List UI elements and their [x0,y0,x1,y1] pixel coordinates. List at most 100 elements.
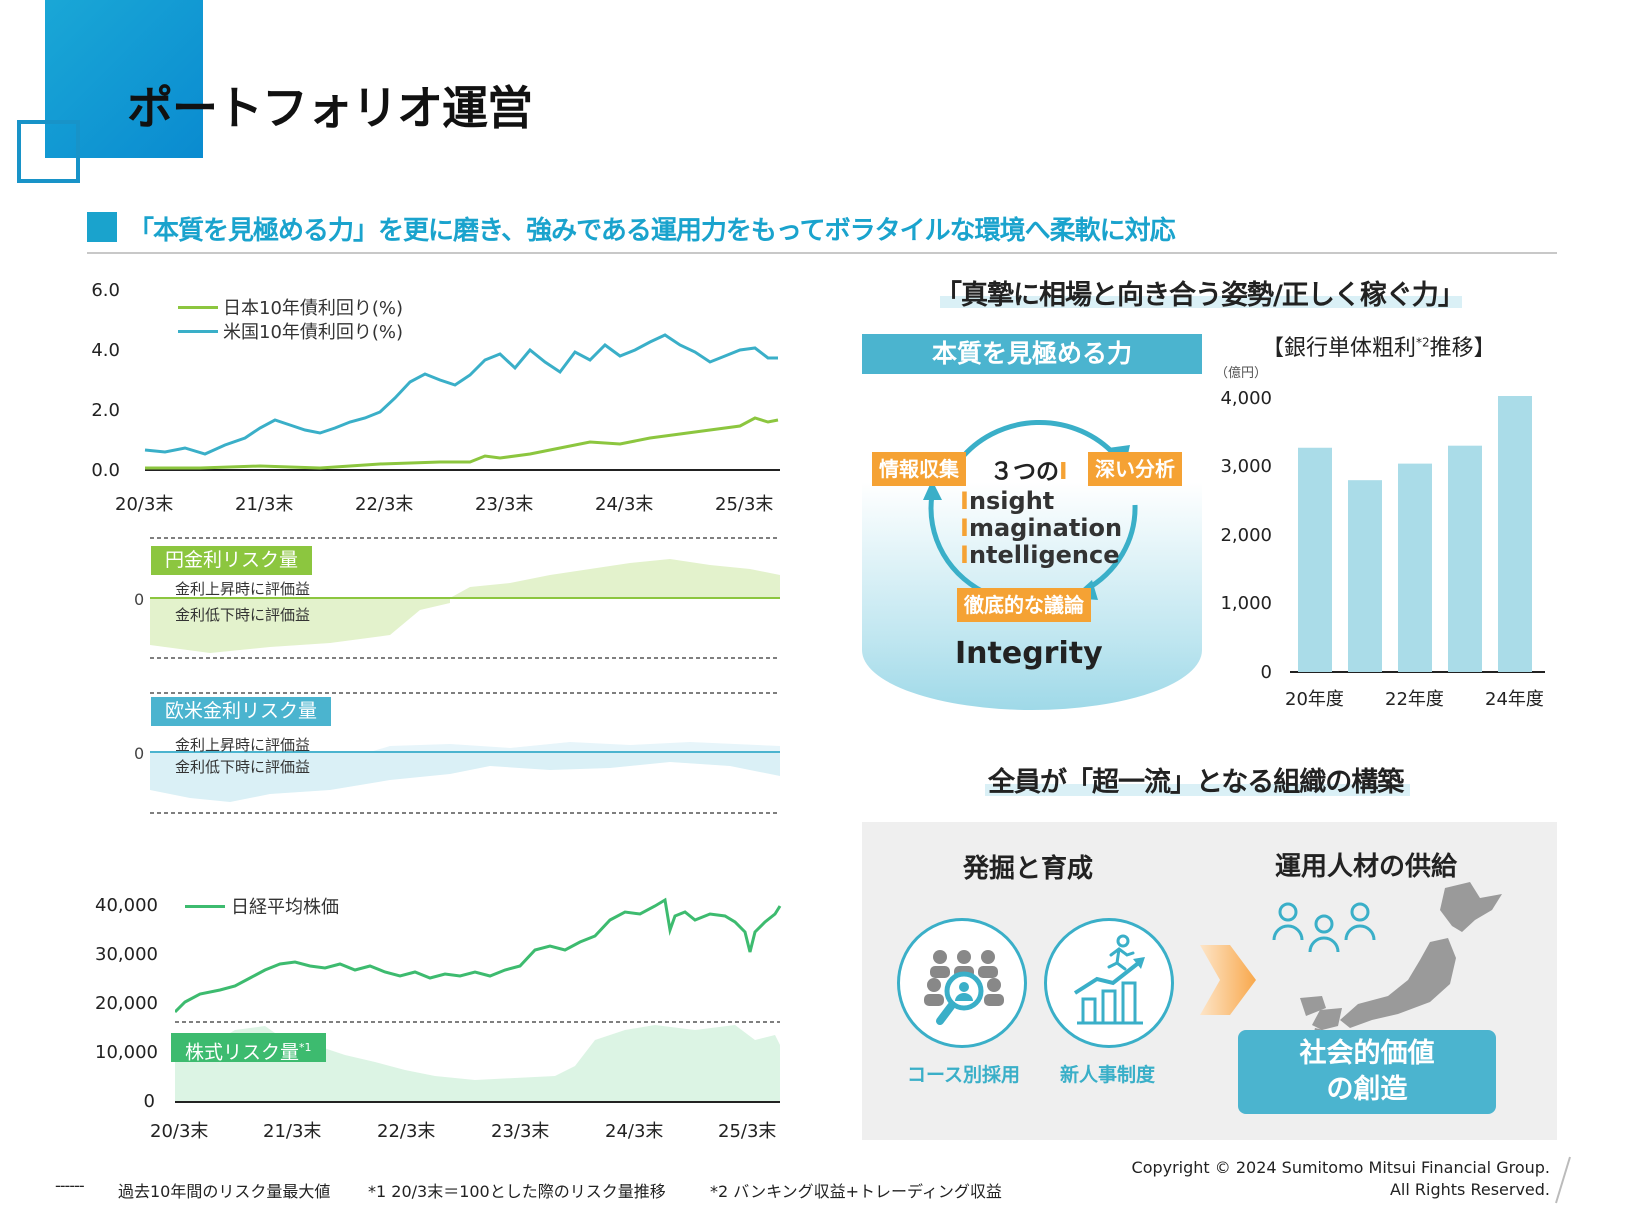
gross-ytick: 3,000 [1220,456,1272,477]
gross-ytick: 1,000 [1220,593,1272,614]
yen-down-note: 金利低下時に評価益 [175,606,311,624]
social-value-line1: 社会的価値 [1299,1038,1435,1069]
bond-ytick: 2.0 [91,400,120,421]
gross-title-sup: *2 [1416,335,1430,350]
i-imagination: Imagination [960,515,1122,542]
nikkei-ytick: 20,000 [95,993,158,1014]
us-risk-area-neg [150,752,780,802]
nikkei-ytick: 0 [143,1091,155,1112]
arrow-right-icon [1200,945,1256,1015]
header-accent-frame [17,120,80,183]
gross-bar-23年度 [1448,445,1482,672]
nikkei-xtick: 21/3末 [263,1121,322,1142]
nikkei-ytick: 30,000 [95,944,158,965]
org-title: 全員が「超一流」となる組織の構築 [988,767,1404,798]
yen-risk-plot [150,537,780,659]
nikkei-xtick: 20/3末 [150,1121,209,1142]
three-i-text: ３つの [990,459,1059,485]
course-hiring-label: コース別採用 [907,1064,1021,1086]
page-title: ポートフォリオ運営 [127,81,533,135]
jp-yield-line [145,416,779,470]
gross-bar-20年度 [1298,447,1332,672]
gross-title-pre: 【銀行単体粗利 [1262,336,1417,361]
new-hr-system-circle [1044,918,1174,1048]
subtitle-marker [87,212,117,242]
us-zero-label: 0 [134,744,145,763]
yen-up-note: 金利上昇時に評価益 [175,580,311,598]
footer-slash-mark [1555,1156,1571,1204]
three-i-list: Insight Imagination Intelligence [960,488,1122,569]
bond-ytick: 6.0 [91,280,120,301]
i-intelligence-rest: ntelligence [968,541,1120,569]
growth-runner-icon [1073,934,1145,1025]
bond-plot [144,333,780,471]
course-hiring-circle [897,918,1027,1048]
gross-xtick: 22年度 [1385,689,1444,710]
subtitle-divider [87,252,1557,254]
stance-title: 「真摯に相場と向き合う姿勢/正しく稼ぐ力」 [935,280,1465,311]
copyright-line1: Copyright © 2024 Sumitomo Mitsui Financi… [1131,1158,1550,1177]
nikkei-plot [175,897,782,1103]
i-imagination-initial: I [960,514,969,542]
bond-ytick: 0.0 [91,460,120,481]
i-imagination-rest: magination [968,514,1123,542]
i-insight: Insight [960,488,1122,515]
gross-bar-22年度 [1398,463,1432,672]
social-value-box: 社会的価値 の創造 [1238,1030,1496,1114]
tag-info-gathering: 情報収集 [872,452,966,486]
gross-ytick: 2,000 [1220,525,1272,546]
page-subtitle: 「本質を見極める力」を更に磨き、強みである運用力をもってボラタイルな環境へ柔軟に… [128,216,1176,246]
integrity-label: Integrity [955,636,1103,671]
header-accent-block [45,0,203,158]
gross-bar-24年度 [1498,396,1532,672]
legend-us: 米国10年債利回り(%) [223,322,404,343]
gross-unit: （億円） [1215,366,1268,381]
people-group-icon [1272,902,1376,953]
gross-xtick: 24年度 [1485,689,1544,710]
gross-bars [1290,396,1545,673]
three-i-letter: I [1059,459,1068,485]
nikkei-legend: 日経平均株価 [231,897,339,918]
nikkei-xtick: 22/3末 [377,1121,436,1142]
gross-bar-21年度 [1348,480,1382,672]
bond-xtick: 23/3末 [475,494,534,515]
yen-risk-area-neg [150,598,450,653]
yen-zero-label: 0 [134,590,145,609]
discover-train-title: 発掘と育成 [963,854,1094,884]
nikkei-xtick: 24/3末 [605,1121,664,1142]
equity-risk-label-text: 株式リスク量 [185,1041,300,1064]
i-intelligence: Intelligence [960,542,1122,569]
three-i-heading: ３つのI [990,452,1068,486]
yen-risk-label: 円金利リスク量 [151,546,313,575]
equity-risk-area [175,1025,780,1102]
footnote-1: *1 20/3末＝100とした際のリスク量推移 [368,1182,666,1201]
i-insight-rest: nsight [968,487,1055,515]
i-insight-initial: I [960,487,969,515]
bond-xtick: 24/3末 [595,494,654,515]
gross-xtick: 20年度 [1285,689,1344,710]
legend-swatch-us [178,330,218,333]
equity-risk-label: 株式リスク量*1 [171,1033,326,1064]
us-risk-plot [150,692,780,814]
nikkei-ytick: 10,000 [95,1042,158,1063]
org-title-highlight [985,784,1410,796]
stance-title-highlight [940,296,1462,308]
footnote-2: *2 バンキング収益+トレーディング収益 [710,1182,1002,1201]
us-down-note: 金利低下時に評価益 [175,758,311,776]
footnote-dash-legend: ------ [55,1176,85,1195]
bond-ytick: 4.0 [91,340,120,361]
tag-thorough-debate: 徹底的な議論 [957,588,1091,622]
gross-ytick: 4,000 [1220,388,1272,409]
nikkei-ytick: 40,000 [95,895,158,916]
tag-deep-analysis: 深い分析 [1088,452,1182,486]
talent-supply-title: 運用人材の供給 [1275,852,1458,882]
gross-chart-title: 【銀行単体粗利*2推移】 [1262,330,1496,362]
copyright-line2: All Rights Reserved. [1389,1180,1550,1199]
footnote-max: 過去10年間のリスク量最大値 [118,1182,331,1201]
nikkei-legend-swatch [185,905,225,908]
legend-swatch-jp [178,306,218,309]
us-yield-line [144,333,778,456]
us-risk-area-pos [370,742,780,752]
social-value-line2: の創造 [1326,1074,1408,1105]
equity-risk-sup: *1 [299,1041,312,1054]
